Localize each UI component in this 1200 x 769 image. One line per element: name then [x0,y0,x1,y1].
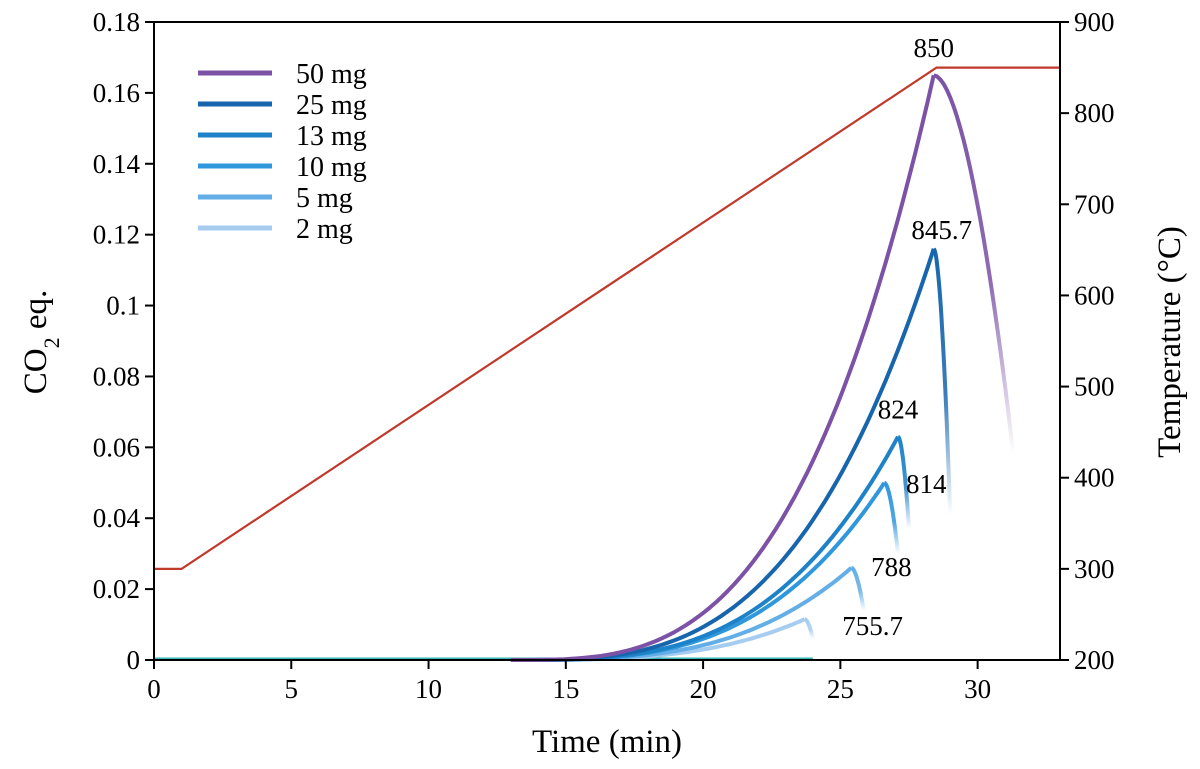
left-tick-label-6: 0.12 [93,220,140,250]
series-rise-10-mg [510,481,886,662]
left-tick-label-2: 0.04 [93,503,141,533]
right-axis-ticks: 200 300 400 500 600 700 800 900 [1060,7,1115,675]
plot-border [153,21,1061,661]
left-tick-label-4: 0.08 [93,361,140,391]
series-rise-50-mg [510,74,936,662]
x-axis-ticks: 0 5 10 15 20 25 30 [147,660,991,704]
peak-label-13-mg: 824 [878,395,919,425]
legend-label-13-mg: 13 mg [296,121,367,152]
right-tick-label-700: 700 [1074,189,1115,219]
left-tick-label-3: 0.06 [93,432,140,462]
peak-label-25-mg: 845.7 [911,215,972,245]
right-tick-label-200: 200 [1074,645,1115,675]
series-fall-10-mg [882,480,900,554]
right-tick-label-300: 300 [1074,554,1115,584]
right-tick-label-800: 800 [1074,98,1115,128]
peak-label-50-mg: 850 [913,33,954,63]
legend-label-50-mg: 50 mg [296,59,367,90]
x-tick-label-15: 15 [552,674,579,704]
right-tick-label-600: 600 [1074,280,1115,310]
peak-label-2-mg: 755.7 [842,611,903,641]
left-tick-label-9: 0.18 [93,7,140,37]
left-tick-label-8: 0.16 [93,78,140,108]
left-tick-label-7: 0.14 [93,149,141,179]
x-tick-label-5: 5 [285,674,299,704]
x-tick-label-30: 30 [964,674,991,704]
series-fall-25-mg [932,247,953,515]
left-axis-title-main: CO [18,348,54,394]
x-axis-title: Time (min) [532,724,682,760]
peak-labels: 850 845.7 824 814 788 755.7 [842,33,972,641]
x-tick-label-25: 25 [827,674,854,704]
series-fall-50-mg [933,73,1016,455]
series-fall-5-mg [849,565,866,611]
right-axis-title: Temperature (°C) [1152,226,1188,458]
right-tick-label-400: 400 [1074,463,1115,493]
plot-frame [153,21,1061,661]
left-axis-title-tail: eq. [18,290,54,338]
left-axis-ticks: 0 0.02 0.04 0.06 0.08 0.1 0.12 0.14 0.16 0.18 [93,7,154,675]
legend-label-5-mg: 5 mg [296,183,353,214]
x-tick-label-0: 0 [147,674,161,704]
legend-label-2-mg: 2 mg [296,214,353,245]
x-tick-label-10: 10 [415,674,442,704]
left-tick-label-0: 0 [127,645,141,675]
x-tick-label-20: 20 [690,674,717,704]
left-axis-title: CO2 eq. [18,290,64,395]
temperature-profile [154,66,1060,570]
left-tick-label-1: 0.02 [93,574,140,604]
series-fall-2-mg [803,617,815,640]
right-tick-label-500: 500 [1074,372,1115,402]
temperature-line [154,66,1060,570]
peak-label-5-mg: 788 [871,552,912,582]
series-fall-13-mg [896,434,911,530]
legend-label-25-mg: 25 mg [296,90,367,121]
peak-label-10-mg: 814 [906,469,947,499]
left-tick-label-5: 0.1 [106,291,140,321]
legend-label-10-mg: 10 mg [296,152,367,183]
right-tick-label-900: 900 [1074,7,1115,37]
left-axis-title-subscript: 2 [39,337,64,348]
